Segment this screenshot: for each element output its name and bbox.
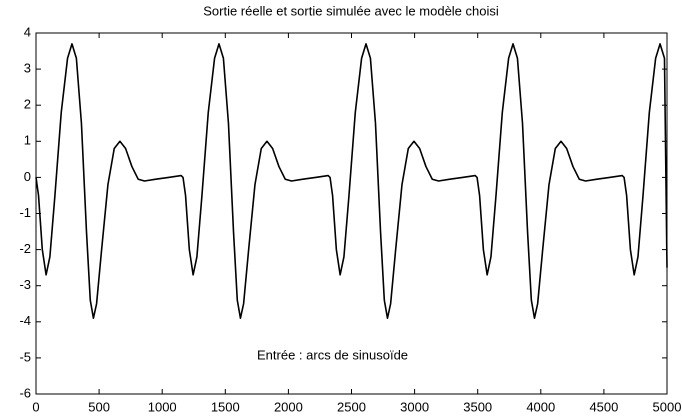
y-tick-label: 2 <box>24 97 31 112</box>
x-tick-label: 2500 <box>337 399 366 414</box>
annotation: Entrée : arcs de sinusoïde <box>257 347 408 362</box>
x-tick-label: 5000 <box>653 399 682 414</box>
x-tick-label: 500 <box>88 399 110 414</box>
y-tick-label: 4 <box>24 24 31 39</box>
x-tick-label: 1500 <box>211 399 240 414</box>
y-tick-label: 1 <box>24 133 31 148</box>
x-tick-label: 0 <box>32 399 39 414</box>
x-tick-label: 2000 <box>274 399 303 414</box>
x-tick-label: 4000 <box>526 399 555 414</box>
y-tick-label: -2 <box>19 241 31 256</box>
y-tick-label: -3 <box>19 277 31 292</box>
chart-title: Sortie réelle et sortie simulée avec le … <box>203 3 499 18</box>
y-tick-label: 0 <box>24 169 31 184</box>
plot-frame <box>35 32 668 395</box>
y-tick-label: -5 <box>19 349 31 364</box>
y-tick-label: -4 <box>19 313 31 328</box>
y-tick-label: -1 <box>19 205 31 220</box>
data-line <box>35 43 668 319</box>
x-tick-label: 1000 <box>148 399 177 414</box>
y-tick-label: -6 <box>19 385 31 400</box>
x-tick-label: 3500 <box>463 399 492 414</box>
x-tick-label: 3000 <box>400 399 429 414</box>
x-tick-label: 4500 <box>589 399 618 414</box>
y-tick-label: 3 <box>24 61 31 76</box>
